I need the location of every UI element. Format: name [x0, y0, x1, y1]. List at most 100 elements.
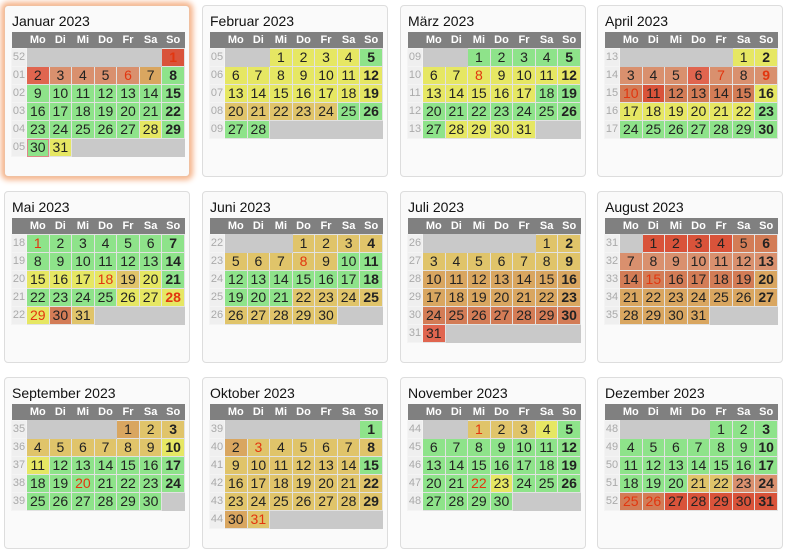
day-cell[interactable]: 1 — [534, 234, 559, 253]
day-cell[interactable]: 9 — [314, 252, 338, 271]
day-cell[interactable]: 19 — [731, 270, 756, 289]
day-cell[interactable]: 18 — [26, 474, 50, 493]
day-cell[interactable]: 14 — [161, 252, 185, 271]
day-cell[interactable]: 20 — [664, 474, 688, 493]
day-cell[interactable]: 27 — [489, 306, 514, 325]
day-cell[interactable]: 18 — [93, 270, 118, 289]
day-cell[interactable]: 19 — [359, 84, 383, 103]
day-cell[interactable]: 16 — [48, 270, 73, 289]
day-cell[interactable]: 1 — [467, 48, 491, 67]
day-cell[interactable]: 19 — [641, 474, 666, 493]
day-cell[interactable]: 27 — [686, 120, 711, 139]
day-cell[interactable]: 29 — [641, 306, 666, 325]
day-cell[interactable]: 26 — [557, 474, 581, 493]
day-cell[interactable]: 21 — [336, 474, 361, 493]
day-cell[interactable]: 15 — [26, 270, 50, 289]
day-cell[interactable]: 16 — [224, 474, 248, 493]
day-cell[interactable]: 18 — [444, 288, 469, 307]
day-cell[interactable]: 17 — [512, 84, 536, 103]
day-cell[interactable]: 14 — [93, 456, 118, 475]
day-cell[interactable]: 27 — [314, 492, 338, 511]
day-cell[interactable]: 7 — [709, 66, 733, 85]
day-cell[interactable]: 1 — [359, 420, 383, 439]
day-cell[interactable]: 28 — [686, 492, 711, 511]
day-cell[interactable]: 9 — [291, 66, 316, 85]
day-cell[interactable]: 31 — [48, 138, 73, 157]
day-cell[interactable]: 11 — [709, 252, 733, 271]
day-cell[interactable]: 13 — [422, 84, 446, 103]
day-cell[interactable]: 8 — [641, 252, 666, 271]
day-cell[interactable]: 21 — [444, 102, 469, 121]
day-cell[interactable]: 13 — [116, 84, 140, 103]
day-cell[interactable]: 12 — [557, 438, 581, 457]
day-cell[interactable]: 29 — [26, 306, 50, 325]
day-cell[interactable]: 2 — [138, 420, 163, 439]
day-cell[interactable]: 2 — [754, 48, 778, 67]
day-cell[interactable]: 30 — [224, 510, 248, 529]
day-cell[interactable]: 27 — [422, 120, 446, 139]
day-cell[interactable]: 10 — [754, 438, 778, 457]
day-cell[interactable]: 11 — [619, 456, 643, 475]
day-cell[interactable]: 11 — [336, 66, 361, 85]
day-cell[interactable]: 9 — [664, 252, 688, 271]
day-cell[interactable]: 16 — [291, 84, 316, 103]
day-cell[interactable]: 20 — [686, 102, 711, 121]
day-cell[interactable]: 1 — [641, 234, 666, 253]
day-cell[interactable]: 13 — [664, 456, 688, 475]
day-cell[interactable]: 21 — [619, 288, 643, 307]
day-cell[interactable]: 13 — [489, 270, 514, 289]
day-cell[interactable]: 23 — [754, 102, 778, 121]
day-cell[interactable]: 29 — [291, 306, 316, 325]
day-cell[interactable]: 21 — [161, 270, 185, 289]
day-cell[interactable]: 9 — [48, 252, 73, 271]
day-cell[interactable]: 5 — [664, 66, 688, 85]
day-cell[interactable]: 24 — [71, 288, 95, 307]
day-cell[interactable]: 15 — [709, 456, 733, 475]
day-cell[interactable]: 25 — [359, 288, 383, 307]
day-cell[interactable]: 19 — [557, 456, 581, 475]
day-cell[interactable]: 3 — [336, 234, 361, 253]
day-cell[interactable]: 11 — [534, 66, 559, 85]
day-cell[interactable]: 3 — [422, 252, 446, 271]
day-cell[interactable]: 7 — [336, 438, 361, 457]
day-cell[interactable]: 27 — [664, 492, 688, 511]
day-cell[interactable]: 16 — [664, 270, 688, 289]
day-cell[interactable]: 28 — [269, 306, 293, 325]
day-cell[interactable]: 23 — [664, 288, 688, 307]
day-cell[interactable]: 27 — [138, 288, 163, 307]
day-cell[interactable]: 14 — [246, 84, 271, 103]
day-cell[interactable]: 1 — [26, 234, 50, 253]
day-cell[interactable]: 20 — [224, 102, 248, 121]
day-cell[interactable]: 23 — [48, 288, 73, 307]
day-cell[interactable]: 10 — [48, 84, 73, 103]
day-cell[interactable]: 6 — [754, 234, 778, 253]
day-cell[interactable]: 13 — [138, 252, 163, 271]
day-cell[interactable]: 10 — [246, 456, 271, 475]
day-cell[interactable]: 29 — [709, 492, 733, 511]
day-cell[interactable]: 10 — [314, 66, 338, 85]
day-cell[interactable]: 10 — [512, 66, 536, 85]
day-cell[interactable]: 16 — [26, 102, 50, 121]
day-cell[interactable]: 22 — [467, 102, 491, 121]
day-cell[interactable]: 17 — [512, 456, 536, 475]
day-cell[interactable]: 13 — [422, 456, 446, 475]
day-cell[interactable]: 12 — [731, 252, 756, 271]
day-cell[interactable]: 22 — [467, 474, 491, 493]
day-cell[interactable]: 4 — [93, 234, 118, 253]
day-cell[interactable]: 31 — [686, 306, 711, 325]
day-cell[interactable]: 20 — [422, 102, 446, 121]
day-cell[interactable]: 12 — [48, 456, 73, 475]
day-cell[interactable]: 17 — [246, 474, 271, 493]
day-cell[interactable]: 21 — [709, 102, 733, 121]
day-cell[interactable]: 31 — [512, 120, 536, 139]
day-cell[interactable]: 29 — [161, 120, 185, 139]
day-cell[interactable]: 4 — [336, 48, 361, 67]
day-cell[interactable]: 3 — [48, 66, 73, 85]
day-cell[interactable]: 16 — [138, 456, 163, 475]
day-cell[interactable]: 18 — [71, 102, 95, 121]
day-cell[interactable]: 6 — [664, 438, 688, 457]
day-cell[interactable]: 4 — [26, 438, 50, 457]
day-cell[interactable]: 29 — [467, 492, 491, 511]
day-cell[interactable]: 18 — [336, 84, 361, 103]
day-cell[interactable]: 13 — [71, 456, 95, 475]
